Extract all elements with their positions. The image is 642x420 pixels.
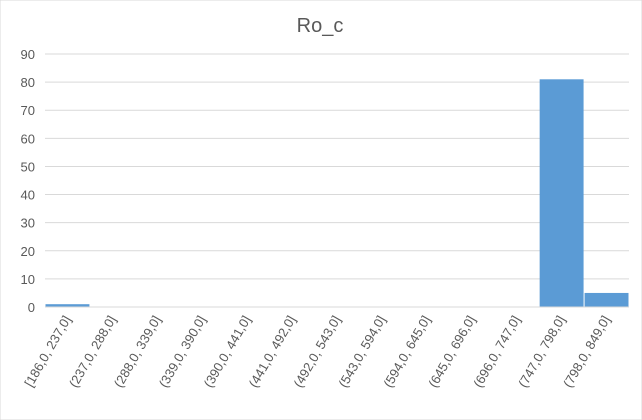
y-tick-label: 20 [21,244,35,259]
bar [539,79,584,307]
chart-title: Ro_c [297,15,344,37]
y-tick-label: 60 [21,131,35,146]
y-axis-tick-labels: 0 10 20 30 40 50 60 70 80 90 [21,47,35,315]
y-tick-label: 40 [21,188,35,203]
bar [584,292,629,307]
gridlines [45,53,629,280]
y-tick-label: 50 [21,159,35,174]
y-tick-label: 90 [21,47,35,62]
y-tick-label: 0 [28,300,35,315]
y-tick-label: 70 [21,103,35,118]
y-tick-label: 10 [21,272,35,287]
bar [45,304,90,307]
y-tick-label: 30 [21,216,35,231]
y-tick-label: 80 [21,75,35,90]
bars [45,79,629,307]
